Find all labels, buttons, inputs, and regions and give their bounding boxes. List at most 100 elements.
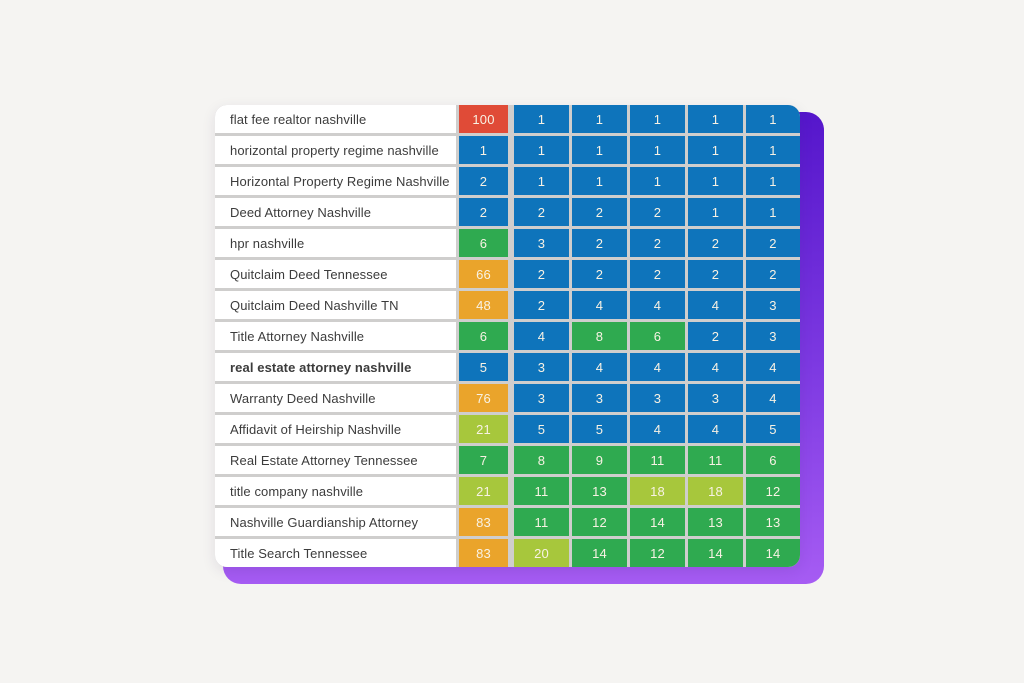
rank-cell: 2 <box>514 198 569 226</box>
rank-cell: 3 <box>514 353 569 381</box>
rank-cell: 2 <box>746 229 800 257</box>
rank-cell: 1 <box>746 198 800 226</box>
rank-cell: 12 <box>746 477 800 505</box>
rank-cell: 12 <box>630 539 685 567</box>
rank-cell: 66 <box>459 260 508 288</box>
keyword-ranking-card: flat fee realtor nashville 100 1 1 1 1 1 horizo… <box>215 105 800 567</box>
rank-cell: 1 <box>514 136 569 164</box>
rank-cell: 14 <box>746 539 800 567</box>
rank-cell: 4 <box>688 415 743 443</box>
keyword-cell: Warranty Deed Nashville <box>215 384 456 412</box>
rank-cell: 9 <box>572 446 627 474</box>
rank-cell: 8 <box>514 446 569 474</box>
rank-cell: 14 <box>572 539 627 567</box>
rank-cell: 1 <box>514 105 569 133</box>
rank-cell: 1 <box>688 167 743 195</box>
rank-cell: 6 <box>459 322 508 350</box>
keyword-cell: real estate attorney nashville <box>215 353 456 381</box>
rank-cell: 1 <box>746 167 800 195</box>
rank-cell: 5 <box>514 415 569 443</box>
rank-cell: 1 <box>688 105 743 133</box>
rank-cell: 2 <box>688 229 743 257</box>
rank-cell: 1 <box>459 136 508 164</box>
rank-cell: 2 <box>459 198 508 226</box>
rank-cell: 5 <box>459 353 508 381</box>
rank-cell: 2 <box>514 291 569 319</box>
rank-cell: 2 <box>572 260 627 288</box>
rank-cell: 21 <box>459 415 508 443</box>
rank-cell: 1 <box>514 167 569 195</box>
rank-cell: 6 <box>746 446 800 474</box>
keyword-cell: Title Attorney Nashville <box>215 322 456 350</box>
rank-cell: 83 <box>459 539 508 567</box>
rank-cell: 4 <box>746 384 800 412</box>
rank-cell: 76 <box>459 384 508 412</box>
rank-cell: 4 <box>630 291 685 319</box>
rank-cell: 18 <box>688 477 743 505</box>
keyword-cell: Title Search Tennessee <box>215 539 456 567</box>
rank-cell: 6 <box>459 229 508 257</box>
rank-cell: 2 <box>746 260 800 288</box>
rank-cell: 2 <box>688 260 743 288</box>
rank-cell: 7 <box>459 446 508 474</box>
rank-cell: 1 <box>572 105 627 133</box>
rank-cell: 11 <box>630 446 685 474</box>
rank-cell: 1 <box>746 136 800 164</box>
rank-cell: 13 <box>572 477 627 505</box>
rank-cell: 4 <box>572 291 627 319</box>
rank-cell: 1 <box>688 198 743 226</box>
rank-cell: 1 <box>746 105 800 133</box>
rank-cell: 2 <box>572 229 627 257</box>
keyword-cell: Affidavit of Heirship Nashville <box>215 415 456 443</box>
rank-cell: 3 <box>514 229 569 257</box>
rank-cell: 3 <box>572 384 627 412</box>
rank-cell: 2 <box>630 229 685 257</box>
rank-cell: 18 <box>630 477 685 505</box>
rank-cell: 1 <box>688 136 743 164</box>
rank-cell: 3 <box>630 384 685 412</box>
rank-cell: 5 <box>572 415 627 443</box>
keyword-cell: Nashville Guardianship Attorney <box>215 508 456 536</box>
rank-cell: 21 <box>459 477 508 505</box>
rank-cell: 11 <box>514 508 569 536</box>
rank-cell: 8 <box>572 322 627 350</box>
rank-cell: 1 <box>630 136 685 164</box>
rank-cell: 12 <box>572 508 627 536</box>
rank-cell: 4 <box>630 353 685 381</box>
rank-cell: 4 <box>688 291 743 319</box>
keyword-ranking-table: flat fee realtor nashville 100 1 1 1 1 1 horizo… <box>215 105 800 567</box>
keyword-cell: horizontal property regime nashville <box>215 136 456 164</box>
rank-cell: 2 <box>630 198 685 226</box>
rank-cell: 4 <box>688 353 743 381</box>
keyword-cell: flat fee realtor nashville <box>215 105 456 133</box>
rank-cell: 1 <box>572 136 627 164</box>
rank-cell: 5 <box>746 415 800 443</box>
rank-cell: 2 <box>572 198 627 226</box>
rank-cell: 11 <box>688 446 743 474</box>
keyword-cell: Real Estate Attorney Tennessee <box>215 446 456 474</box>
rank-cell: 1 <box>630 105 685 133</box>
rank-cell: 11 <box>514 477 569 505</box>
rank-cell: 13 <box>688 508 743 536</box>
rank-cell: 20 <box>514 539 569 567</box>
rank-cell: 3 <box>514 384 569 412</box>
rank-cell: 3 <box>746 291 800 319</box>
rank-cell: 4 <box>514 322 569 350</box>
rank-cell: 14 <box>688 539 743 567</box>
rank-cell: 2 <box>459 167 508 195</box>
rank-cell: 3 <box>688 384 743 412</box>
rank-cell: 13 <box>746 508 800 536</box>
keyword-cell: hpr nashville <box>215 229 456 257</box>
keyword-cell: title company nashville <box>215 477 456 505</box>
rank-cell: 2 <box>630 260 685 288</box>
keyword-cell: Quitclaim Deed Tennessee <box>215 260 456 288</box>
keyword-cell: Deed Attorney Nashville <box>215 198 456 226</box>
rank-cell: 1 <box>572 167 627 195</box>
keyword-cell: Quitclaim Deed Nashville TN <box>215 291 456 319</box>
keyword-cell: Horizontal Property Regime Nashville <box>215 167 456 195</box>
rank-cell: 2 <box>688 322 743 350</box>
rank-cell: 48 <box>459 291 508 319</box>
rank-cell: 2 <box>514 260 569 288</box>
rank-cell: 6 <box>630 322 685 350</box>
